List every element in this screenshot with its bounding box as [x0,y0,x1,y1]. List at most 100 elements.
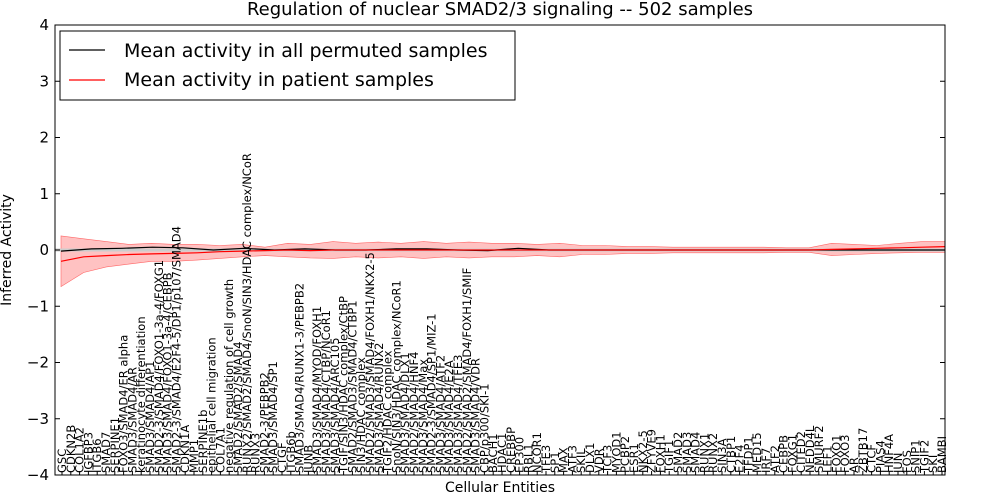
entity-label: JUN [891,453,905,474]
entity-label: SMAD3 [680,432,694,473]
entity-label: MED15 [750,432,764,473]
entity-label: MAX [557,447,571,473]
entity-label: CTCF [865,444,879,473]
y-tick-label: 0 [39,241,49,259]
entity-label: SIN3A [715,438,729,473]
entity-label: TGIF1 [662,440,676,474]
entity-label: SKIL [574,448,588,473]
legend-box [59,30,516,101]
entity-label: FOXO3/SMAD4/ER alpha [117,335,131,473]
confidence-band [60,235,946,288]
entity-label: NCOR1 [530,432,544,473]
entity-label: COL7A1 [213,427,227,473]
entity-label: SMAD3/SMAD4/AP1 [143,361,157,473]
entity-label: TFDP1 [741,436,755,474]
entity-label: FOS [900,450,914,473]
entity-label: JUNB [301,445,315,474]
entity-label: MYOD1 [609,431,623,473]
entity-label: SMAD3/SMAD4/DLX1 [398,352,412,473]
y-tick-label: −4 [27,466,49,484]
entity-label: SMAD2/SMAD3/SMAD4/CTBP1 [345,300,359,473]
y-axis: 4 3 2 1 0 −1 −2 −3 −4 [27,16,945,484]
entity-label: NEDD4L [803,425,817,473]
y-tick-label: −2 [27,354,49,372]
entity-label: NKX2-5 [636,430,650,473]
entity-label: negative regulation of cell growth [222,279,236,473]
entity-label: SMAD4 [689,432,703,473]
entity-label: SMAD3/SMAD4/Max [416,359,430,473]
patient-mean-line [60,246,946,262]
entity-label: SMAD2/SMAD4/HNF4 [407,352,421,473]
entity-label: CTBP1 [724,436,738,473]
entity-label: SnoN/SIN3/HDAC complex/NCoR1 [389,280,403,473]
entity-label: IGFBP3 [81,432,95,473]
entity-label: HDAC1 [495,433,509,473]
entity-label: SERPINE1b [196,410,210,473]
entity-label: IRF7 [759,448,773,473]
entity-label: epithelial cell migration [205,337,219,473]
entity-label: RUNX2/SMAD2/SMAD4/SnoN/SIN3/HDAC complex… [240,153,254,473]
entity-label: CITED2 [794,431,808,473]
legend: Mean activity in all permuted samples Me… [59,30,516,101]
entity-label: SMAD3/SMAD4/SP1 [266,361,280,473]
y-axis-label: Inferred Activity [0,194,15,306]
x-axis-entity-labels: GSCCDKN2BCOL1A2IGFBP3ITGB6SMAD7SERPINE1F… [55,153,949,475]
entity-label: TFE3 [539,445,553,474]
legend-permuted-label: Mean activity in all permuted samples [124,40,487,62]
y-tick-label: −1 [27,297,49,315]
entity-label: AR [847,457,861,473]
chart-title: Regulation of nuclear SMAD2/3 signaling … [247,0,753,20]
entity-label: E2F4 [733,444,747,473]
entity-label: COL1A2 [73,427,87,473]
entity-label: SMAD2/SMAD2/SMAD4 [231,341,245,473]
entity-label: TCF3 [601,445,615,474]
entity-label: FOXO1 [829,435,843,473]
entity-label: RUNX1 [697,433,711,473]
entity-label: SMAD3/SMAD4/TFE3 [451,355,465,474]
y-tick-label: 4 [39,16,49,34]
entity-label: PIAS4 [873,440,887,473]
y-tick-label: 1 [39,185,49,203]
entity-label: ESR1 [627,443,641,473]
legend-patient-label: Mean activity in patient samples [124,69,434,91]
entity-label: BAMBI [935,436,949,473]
entity-label: MMP1 [187,439,201,473]
entity-label: RBL1 [521,443,535,473]
entity-label: RUNX2 [706,433,720,473]
entity-label: TGIF/SIN3/HDAC complex/CtBP [337,296,351,474]
entity-label: SMAD3/SMAD4/AR [125,367,139,473]
entity-label: FOXO3 [838,435,852,473]
entity-label: ATF2 [768,445,782,473]
entity-label: SMURF2 [812,425,826,473]
entity-label: ZBTB17 [856,428,870,473]
entity-label: ITGB6 [90,438,104,473]
entity-label: ITGB6b [284,431,298,473]
entity-label: GSC [55,449,69,473]
entity-label: EP300 [513,437,527,473]
entity-label: SNIP1 [909,439,923,473]
entity-label: FOXH1 [653,434,667,473]
entity-label: SMAD3/SMAD4/MYOD/FOXH1 [310,306,324,473]
entity-label: DLX1 [583,443,597,473]
entity-label: SMAD3/SMAD4/E2A [442,360,456,473]
entity-label: BACH1 [486,433,500,473]
entity-label: keratinocyte differentiation [134,316,148,473]
entity-label: LEF1 [821,445,835,473]
entity-label: SMAD2-3/SMAD4/E2F4-5/DP1/p107/SMAD4 [169,226,183,473]
y-tick-label: 3 [39,72,49,90]
entity-label: SMAD7 [99,432,113,473]
entity-label: CEBPB [777,435,791,473]
entity-label: CTGF [275,442,289,473]
entity-label: SMAD2/SMAD2/SMAD4/FOXH1/SMIF [460,268,474,473]
entity-label: PCBP2 [618,436,632,473]
entity-label: CDKN2B [64,425,78,473]
entity-label: SP1 [548,451,562,473]
entity-label: TGIF2/HDAC complex [381,350,395,474]
entity-label: SMAD3/SMAD4/VDR [469,358,483,473]
entity-label: SMAD3/SMAD4/FOXO1-3a-4/CEBPB [161,272,175,473]
entity-label: SMAD2-3/SMAD4/SP1/MIZ-1 [425,313,439,473]
entity-label: SMAD2/SMAD3/SMAD4/FOXH1/NKX2-5 [363,252,377,473]
y-tick-label: −3 [27,410,49,428]
entity-label: SMAD3/SMAD4/CTBP/NCoR1 [319,310,333,473]
